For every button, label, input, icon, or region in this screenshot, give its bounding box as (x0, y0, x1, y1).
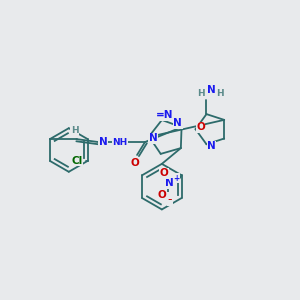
Text: N: N (207, 85, 216, 95)
Text: H: H (217, 89, 224, 98)
Text: N: N (165, 178, 174, 188)
Text: O: O (159, 168, 168, 178)
Text: H: H (197, 89, 204, 98)
Text: Cl: Cl (71, 156, 82, 166)
Text: O: O (196, 122, 205, 132)
Text: -: - (167, 193, 172, 206)
Text: N: N (99, 137, 108, 147)
Text: O: O (158, 190, 166, 200)
Text: H: H (71, 126, 79, 135)
Text: O: O (131, 158, 140, 168)
Text: NH: NH (112, 138, 128, 147)
Text: +: + (173, 174, 180, 183)
Text: N: N (148, 134, 157, 143)
Text: =N: =N (156, 110, 174, 120)
Text: N: N (173, 118, 182, 128)
Text: N: N (207, 141, 216, 151)
